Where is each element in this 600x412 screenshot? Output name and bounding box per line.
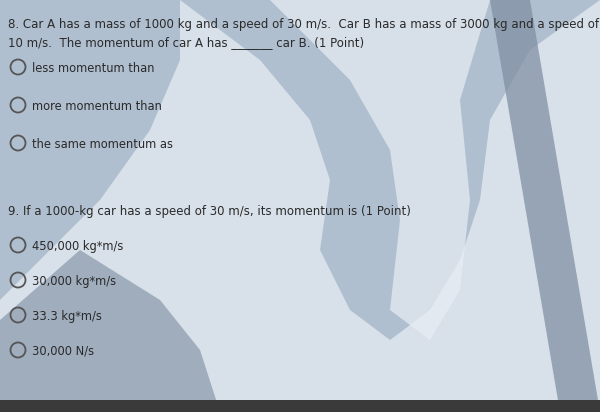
Text: 8. Car A has a mass of 1000 kg and a speed of 30 m/s.  Car B has a mass of 3000 : 8. Car A has a mass of 1000 kg and a spe…: [8, 18, 599, 31]
Text: 30,000 kg*m/s: 30,000 kg*m/s: [32, 275, 116, 288]
Text: 9. If a 1000-kg car has a speed of 30 m/s, its momentum is (1 Point): 9. If a 1000-kg car has a speed of 30 m/…: [8, 205, 411, 218]
Polygon shape: [0, 250, 220, 412]
Text: more momentum than: more momentum than: [32, 100, 162, 113]
Polygon shape: [490, 0, 600, 412]
Text: 450,000 kg*m/s: 450,000 kg*m/s: [32, 240, 124, 253]
Text: 10 m/s.  The momentum of car A has _______ car B. (1 Point): 10 m/s. The momentum of car A has ______…: [8, 36, 364, 49]
Polygon shape: [270, 0, 490, 340]
Text: 30,000 N/s: 30,000 N/s: [32, 345, 94, 358]
Text: 33.3 kg*m/s: 33.3 kg*m/s: [32, 310, 102, 323]
Bar: [0, 400, 600, 412]
Text: less momentum than: less momentum than: [32, 62, 155, 75]
Text: the same momentum as: the same momentum as: [32, 138, 173, 151]
